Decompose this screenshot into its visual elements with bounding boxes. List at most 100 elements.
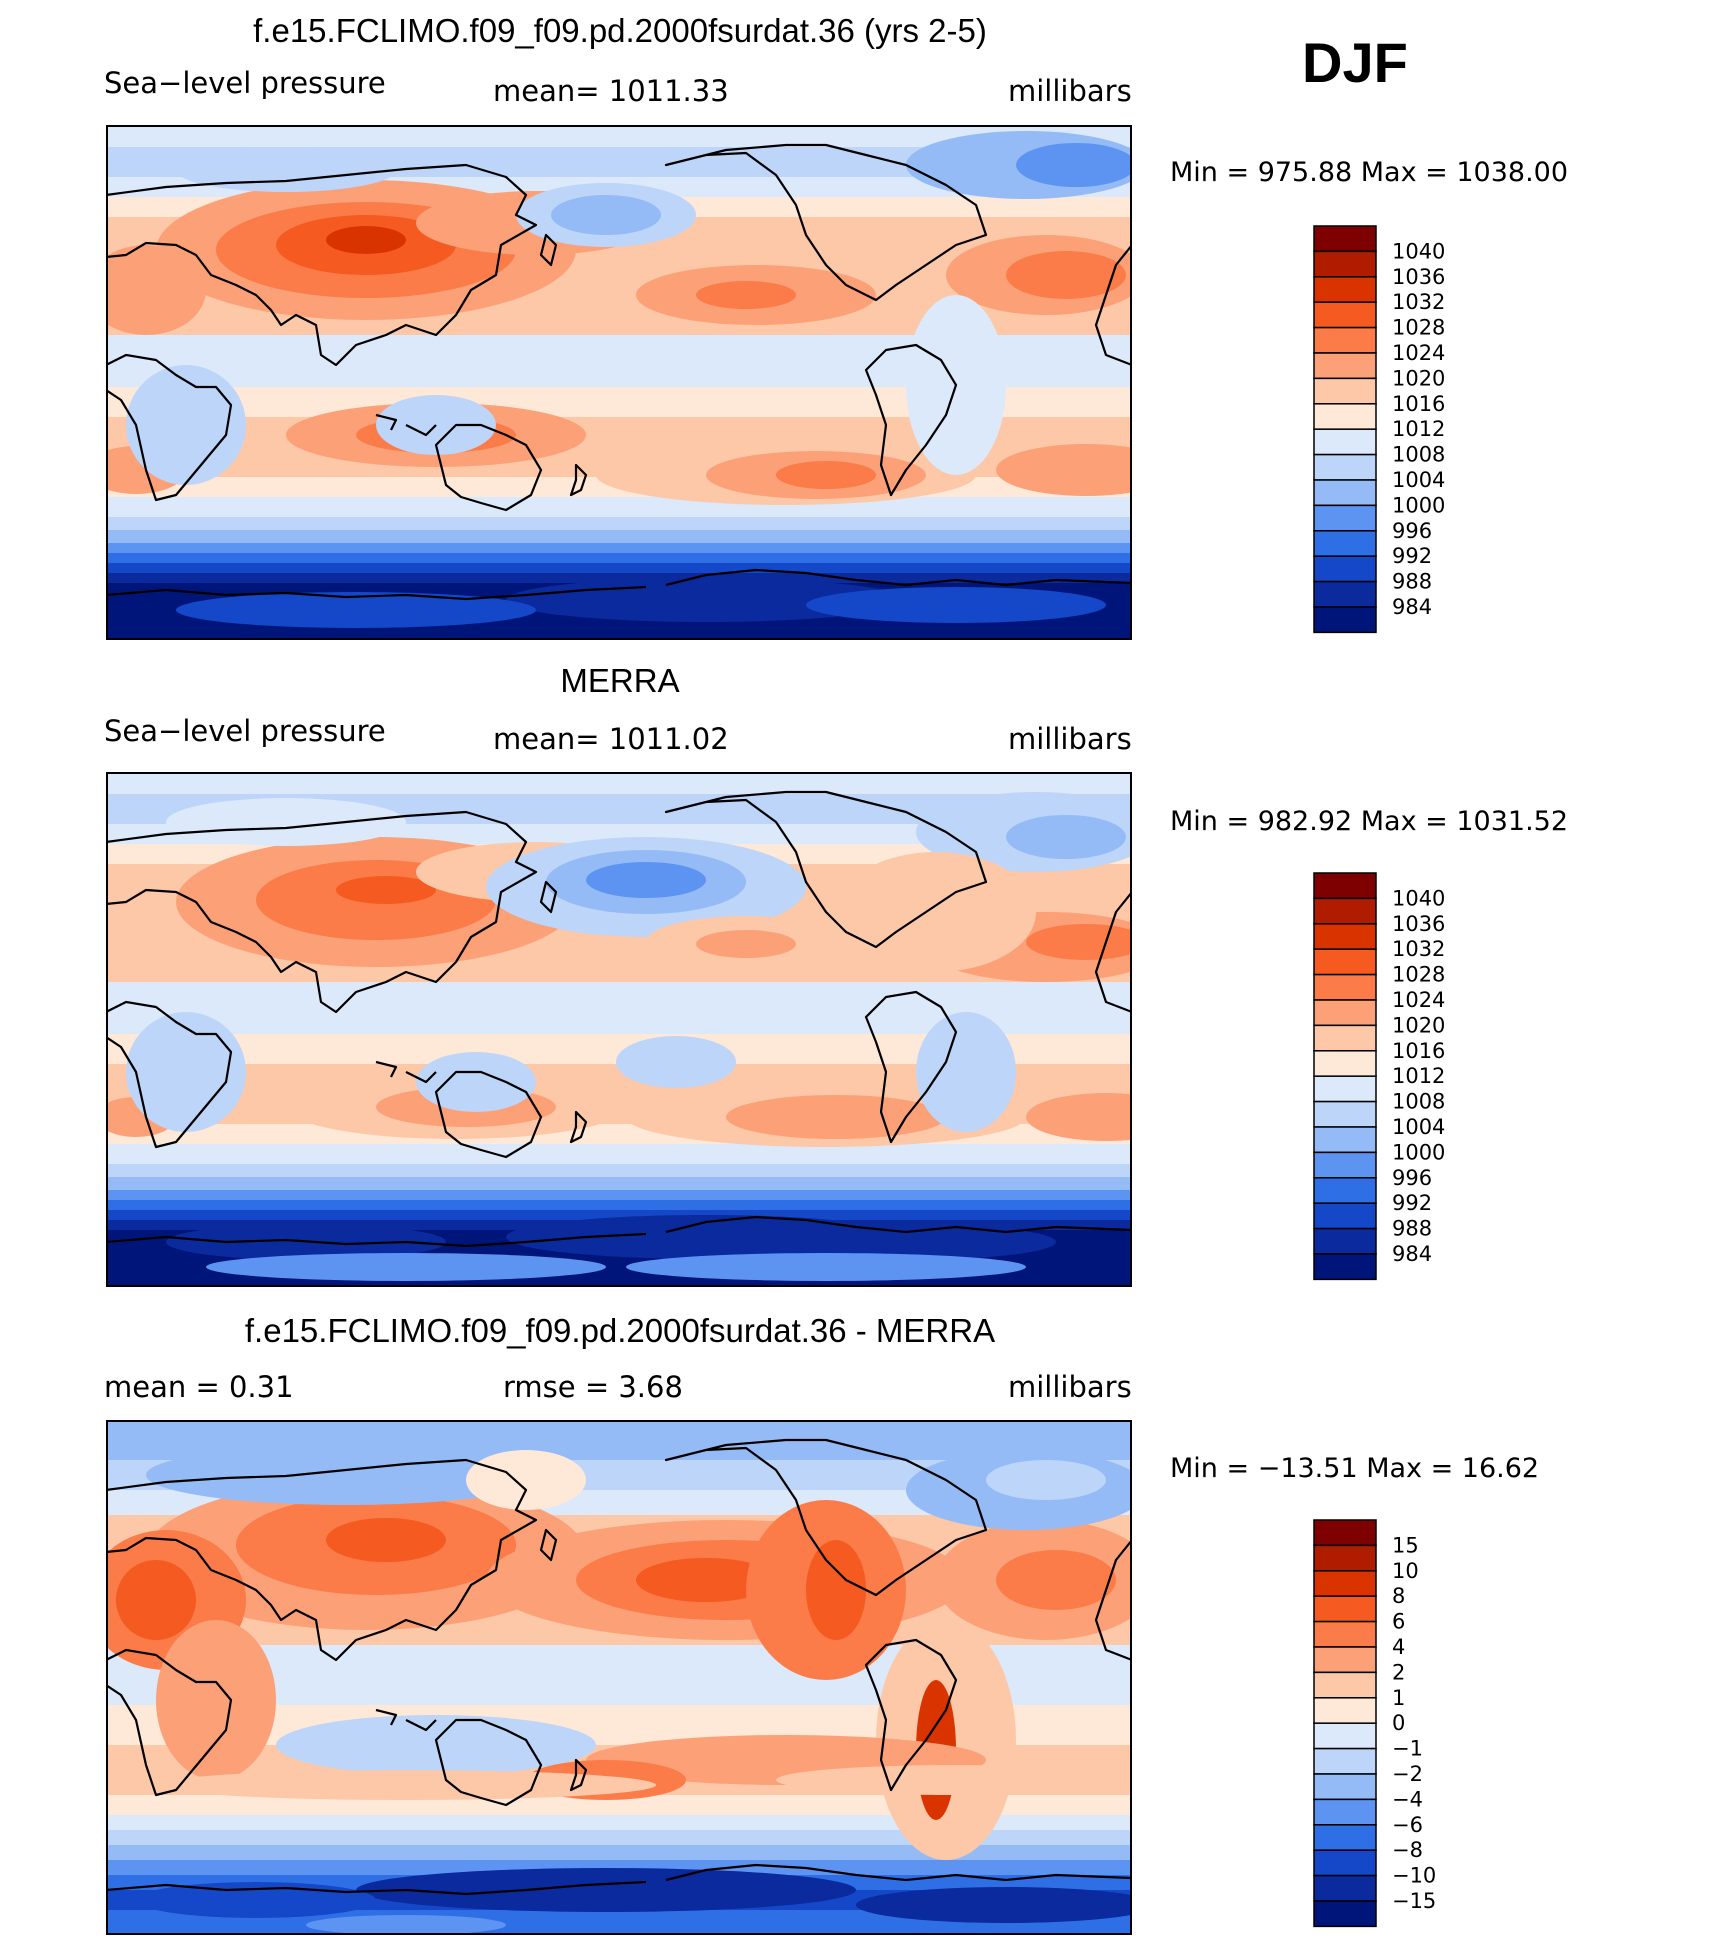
pressure-band	[106, 1177, 1132, 1190]
colorbar-label: 984	[1392, 1242, 1432, 1266]
pressure-band	[106, 543, 1132, 553]
pressure-band	[106, 1815, 1132, 1830]
pressure-band	[106, 1144, 1132, 1164]
colorbar-label: 1012	[1392, 417, 1445, 441]
pressure-contour	[1006, 815, 1126, 859]
pressure-band	[106, 1164, 1132, 1177]
pressure-contour	[586, 862, 706, 898]
pressure-band	[106, 553, 1132, 563]
colorbar-swatch	[1313, 326, 1377, 354]
colorbar-swatch	[1313, 923, 1377, 950]
map-model-slp	[86, 125, 1176, 640]
coastline	[105, 1458, 538, 1662]
colorbar-swatch	[1313, 504, 1377, 532]
pressure-contour	[356, 1868, 856, 1912]
colorbar-label: 1040	[1392, 886, 1445, 910]
pressure-contour	[146, 1445, 546, 1505]
colorbar-label: 988	[1392, 570, 1432, 594]
colorbar-swatch	[1313, 1253, 1377, 1281]
pressure-contour	[856, 1887, 1156, 1923]
colorbar-swatch	[1313, 1646, 1377, 1674]
coastline	[864, 343, 958, 497]
colorbar-label: 1032	[1392, 937, 1445, 961]
pressure-contour	[116, 1560, 196, 1640]
coastline	[105, 810, 538, 1014]
coastline	[569, 1110, 588, 1144]
colorbar-swatch	[1313, 1202, 1377, 1230]
colorbar-label: 1008	[1392, 443, 1445, 467]
panel3-units-label: millibars	[1008, 1370, 1132, 1404]
colorbar-label: 1000	[1392, 1140, 1445, 1164]
coastline	[105, 1000, 233, 1149]
pressure-contour	[551, 195, 661, 235]
coastline	[434, 423, 543, 512]
colorbar-label: 1040	[1392, 239, 1445, 263]
colorbar-label: 1016	[1392, 392, 1445, 416]
coastline	[539, 880, 558, 914]
coastline	[105, 585, 647, 601]
colorbar-swatch	[1313, 1544, 1377, 1572]
colorbar-label: 1036	[1392, 912, 1445, 936]
pressure-contour	[616, 1036, 736, 1088]
colorbar-swatch	[1313, 973, 1377, 1001]
pressure-contour	[696, 281, 796, 309]
pressure-contour	[986, 1460, 1106, 1500]
coastline	[105, 1648, 233, 1797]
pressure-contour	[206, 1253, 606, 1281]
colorbar-label: −6	[1392, 1813, 1423, 1837]
colorbar-label: 992	[1392, 1191, 1432, 1215]
colorbar-swatch	[1313, 1874, 1377, 1902]
colorbar-label: 1	[1392, 1686, 1405, 1710]
colorbar-swatch	[1313, 225, 1377, 253]
colorbar-label: 984	[1392, 595, 1432, 619]
colorbar-label: 10	[1392, 1559, 1419, 1583]
colorbar-label: 996	[1392, 1166, 1432, 1190]
colorbar-label: −15	[1392, 1889, 1436, 1913]
pressure-contour	[636, 1558, 776, 1602]
coastline	[105, 163, 538, 367]
coastline	[105, 353, 233, 502]
coastline	[1094, 1539, 1133, 1662]
colorbar-swatch	[1313, 1151, 1377, 1179]
pressure-band	[106, 1845, 1132, 1860]
colorbar-label: 1028	[1392, 963, 1445, 987]
coastline	[664, 1438, 988, 1597]
pressure-band	[106, 1200, 1132, 1210]
pressure-contour	[836, 852, 1036, 972]
panel3-title: f.e15.FCLIMO.f09_f09.pd.2000fsurdat.36 -…	[244, 1312, 996, 1349]
pressure-contour	[806, 1540, 866, 1640]
panel2-title: MERRA	[560, 662, 680, 699]
colorbar-label: −2	[1392, 1762, 1423, 1786]
colorbar-label: 1032	[1392, 290, 1445, 314]
coastline	[434, 1070, 543, 1159]
colorbar-label: 996	[1392, 519, 1432, 543]
colorbar-swatch	[1313, 999, 1377, 1027]
colorbar-swatch	[1313, 403, 1377, 430]
pressure-contour	[416, 1052, 536, 1112]
colorbar-swatch	[1313, 1747, 1377, 1775]
panel2-mean-label: mean= 1011.02	[493, 722, 729, 756]
pressure-band	[106, 1830, 1132, 1845]
pressure-band	[106, 563, 1132, 573]
coastline	[569, 1758, 588, 1792]
pressure-contour	[996, 1550, 1116, 1610]
pressure-contour	[466, 1450, 586, 1510]
colorbar-label: 15	[1392, 1533, 1419, 1557]
colorbar-swatch	[1313, 872, 1377, 900]
pressure-band	[106, 1860, 1132, 1875]
colorbar-swatch	[1313, 1773, 1377, 1801]
coastline	[1094, 891, 1133, 1014]
colorbar-swatch	[1313, 1570, 1377, 1597]
colorbar-label: 1036	[1392, 265, 1445, 289]
colorbar-model: 1040 1036 1032 1028 1024 1020 1016 1012 1008 1004…	[1312, 224, 1472, 634]
pressure-contour	[916, 1012, 1016, 1132]
map-frame	[106, 1420, 1132, 1935]
pressure-contour	[756, 1224, 1056, 1260]
panel1-mean-label: mean= 1011.33	[493, 74, 729, 108]
colorbar-swatch	[1313, 580, 1377, 608]
pressure-contour	[326, 1518, 446, 1562]
colorbar-swatch	[1313, 276, 1377, 303]
colorbar-swatch	[1313, 1900, 1377, 1928]
pressure-contour	[726, 1095, 946, 1139]
pressure-contour	[1006, 251, 1126, 299]
